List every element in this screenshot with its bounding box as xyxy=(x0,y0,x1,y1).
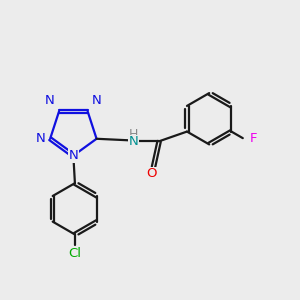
Text: N: N xyxy=(128,135,138,148)
Text: N: N xyxy=(92,94,101,107)
Text: Cl: Cl xyxy=(68,248,81,260)
Text: O: O xyxy=(147,167,157,180)
Text: N: N xyxy=(68,149,78,162)
Text: H: H xyxy=(128,128,138,141)
Text: N: N xyxy=(35,132,45,145)
Text: N: N xyxy=(45,94,55,107)
Text: F: F xyxy=(250,132,257,145)
